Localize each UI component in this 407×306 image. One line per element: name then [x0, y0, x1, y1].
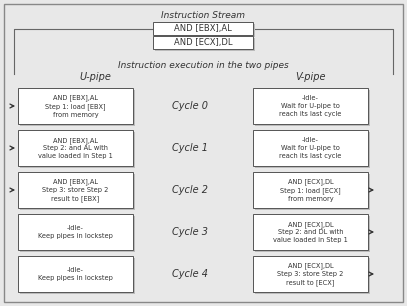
Text: AND [ECX],DL
Step 1: load [ECX]
from memory: AND [ECX],DL Step 1: load [ECX] from mem… [280, 178, 341, 201]
Bar [153, 22, 253, 35]
Text: AND [EBX],AL
Step 3: store Step 2
result to [EBX]: AND [EBX],AL Step 3: store Step 2 result… [42, 178, 109, 201]
Bar [20, 216, 135, 252]
Text: Instruction execution in the two pipes: Instruction execution in the two pipes [118, 62, 289, 70]
Text: Cycle 2: Cycle 2 [172, 185, 208, 195]
Bar [20, 258, 135, 294]
Bar [255, 174, 370, 210]
Bar [153, 36, 253, 49]
Bar [253, 256, 368, 292]
Text: AND [EBX],AL
Step 1: load [EBX]
from memory: AND [EBX],AL Step 1: load [EBX] from mem… [45, 95, 106, 118]
Text: AND [EBX],AL
Step 2: and AL with
value loaded in Step 1: AND [EBX],AL Step 2: and AL with value l… [38, 137, 113, 159]
Text: Cycle 0: Cycle 0 [172, 101, 208, 111]
Bar [255, 90, 370, 126]
Text: Cycle 3: Cycle 3 [172, 227, 208, 237]
Bar [255, 132, 370, 168]
Bar [18, 130, 133, 166]
Bar [20, 174, 135, 210]
Bar [253, 130, 368, 166]
Bar [18, 214, 133, 250]
Text: V-pipe: V-pipe [295, 72, 325, 82]
Bar [20, 132, 135, 168]
Bar [155, 38, 255, 51]
Text: Cycle 4: Cycle 4 [172, 269, 208, 279]
Text: AND [EBX],AL: AND [EBX],AL [174, 24, 232, 33]
Bar [253, 172, 368, 208]
Text: AND [ECX],DL: AND [ECX],DL [174, 38, 232, 47]
Bar [253, 214, 368, 250]
Bar [18, 256, 133, 292]
Bar [255, 216, 370, 252]
Bar [155, 24, 255, 37]
Text: -Idle-
Wait for U-pipe to
reach its last cycle: -Idle- Wait for U-pipe to reach its last… [279, 137, 342, 159]
Bar [18, 172, 133, 208]
Bar [20, 90, 135, 126]
Bar [18, 88, 133, 124]
Bar [253, 88, 368, 124]
Text: AND [ECX],DL
Step 3: store Step 2
result to [ECX]: AND [ECX],DL Step 3: store Step 2 result… [277, 263, 344, 285]
Text: -Idle-
Keep pipes in lockstep: -Idle- Keep pipes in lockstep [38, 267, 113, 281]
Text: AND [ECX],DL
Step 2: and DL with
value loaded in Step 1: AND [ECX],DL Step 2: and DL with value l… [273, 221, 348, 243]
Text: Cycle 1: Cycle 1 [172, 143, 208, 153]
Text: -Idle-
Wait for U-pipe to
reach its last cycle: -Idle- Wait for U-pipe to reach its last… [279, 95, 342, 117]
Bar [255, 258, 370, 294]
Text: Instruction Stream: Instruction Stream [161, 10, 245, 20]
Text: -Idle-
Keep pipes in lockstep: -Idle- Keep pipes in lockstep [38, 225, 113, 239]
Text: U-pipe: U-pipe [79, 72, 111, 82]
